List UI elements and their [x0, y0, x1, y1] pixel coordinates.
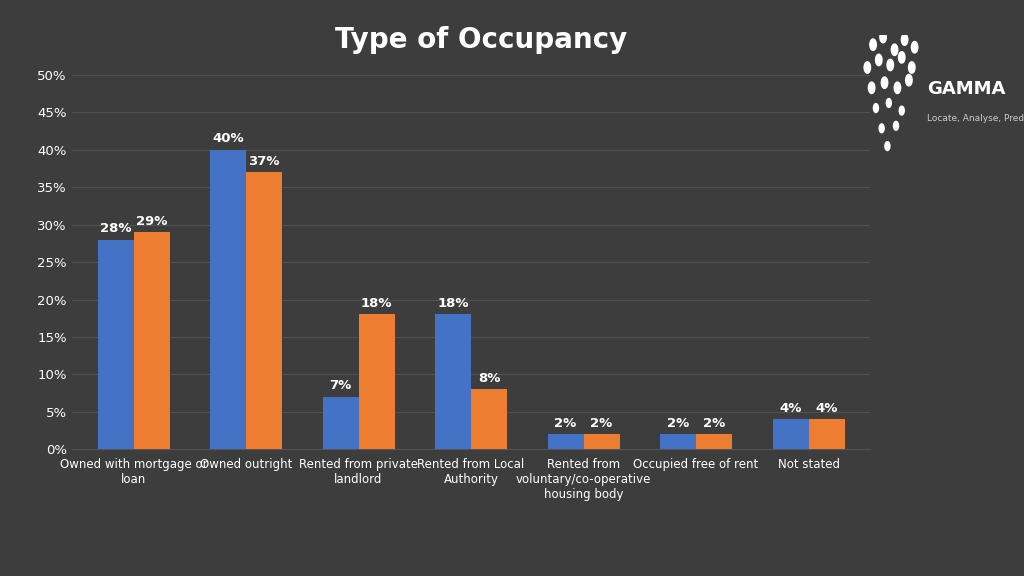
Text: Locate, Analyse, Predict: Locate, Analyse, Predict — [927, 113, 1024, 123]
Bar — [809, 419, 845, 449]
Bar — [696, 434, 732, 449]
Bar — [323, 397, 358, 449]
Text: 40%: 40% — [212, 132, 244, 145]
Circle shape — [876, 54, 882, 66]
Bar — [660, 434, 696, 449]
Circle shape — [887, 98, 891, 108]
Bar — [471, 389, 507, 449]
Text: 18%: 18% — [360, 297, 392, 310]
Bar — [210, 150, 246, 449]
Circle shape — [868, 82, 874, 93]
Bar — [358, 314, 394, 449]
Text: 2%: 2% — [667, 417, 689, 430]
Text: 4%: 4% — [779, 402, 802, 415]
Circle shape — [898, 52, 905, 63]
Circle shape — [891, 44, 898, 55]
Circle shape — [894, 82, 901, 93]
Circle shape — [864, 62, 870, 73]
Circle shape — [901, 34, 908, 46]
Text: 2%: 2% — [554, 417, 577, 430]
Bar — [772, 419, 809, 449]
Bar — [435, 314, 471, 449]
Text: 2%: 2% — [591, 417, 612, 430]
Bar — [133, 232, 170, 449]
Text: 18%: 18% — [437, 297, 469, 310]
Bar — [97, 240, 133, 449]
Text: 2%: 2% — [702, 417, 725, 430]
Circle shape — [882, 77, 888, 89]
Circle shape — [885, 142, 890, 150]
Text: 4%: 4% — [815, 402, 838, 415]
Circle shape — [911, 41, 918, 53]
Bar — [548, 434, 584, 449]
Circle shape — [899, 106, 904, 115]
Circle shape — [887, 59, 894, 71]
Text: GAMMA: GAMMA — [927, 80, 1006, 98]
Bar — [584, 434, 620, 449]
Bar — [246, 172, 282, 449]
Text: 8%: 8% — [478, 372, 501, 385]
Circle shape — [873, 104, 879, 112]
Circle shape — [880, 124, 884, 133]
Text: 37%: 37% — [248, 155, 280, 168]
Circle shape — [880, 32, 887, 43]
Circle shape — [908, 62, 915, 73]
Text: Type of Occupancy: Type of Occupancy — [335, 26, 628, 54]
Circle shape — [869, 39, 877, 51]
Circle shape — [905, 74, 912, 86]
Circle shape — [894, 122, 898, 130]
Text: 28%: 28% — [99, 222, 131, 235]
Text: 7%: 7% — [330, 380, 351, 392]
Text: 29%: 29% — [136, 215, 167, 228]
